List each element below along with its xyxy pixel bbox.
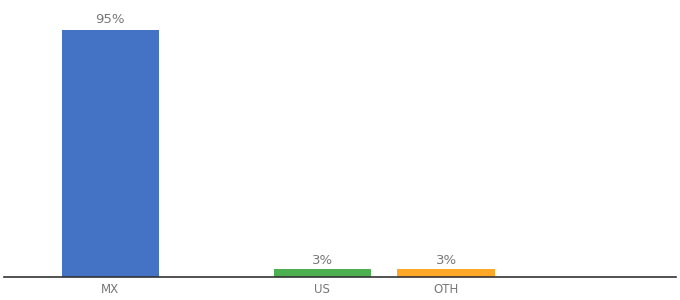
Text: 3%: 3%: [311, 254, 333, 267]
Bar: [62, 30, 159, 277]
Text: 3%: 3%: [435, 254, 456, 267]
Bar: [274, 269, 371, 277]
Text: 95%: 95%: [95, 13, 125, 26]
Bar: [397, 269, 494, 277]
